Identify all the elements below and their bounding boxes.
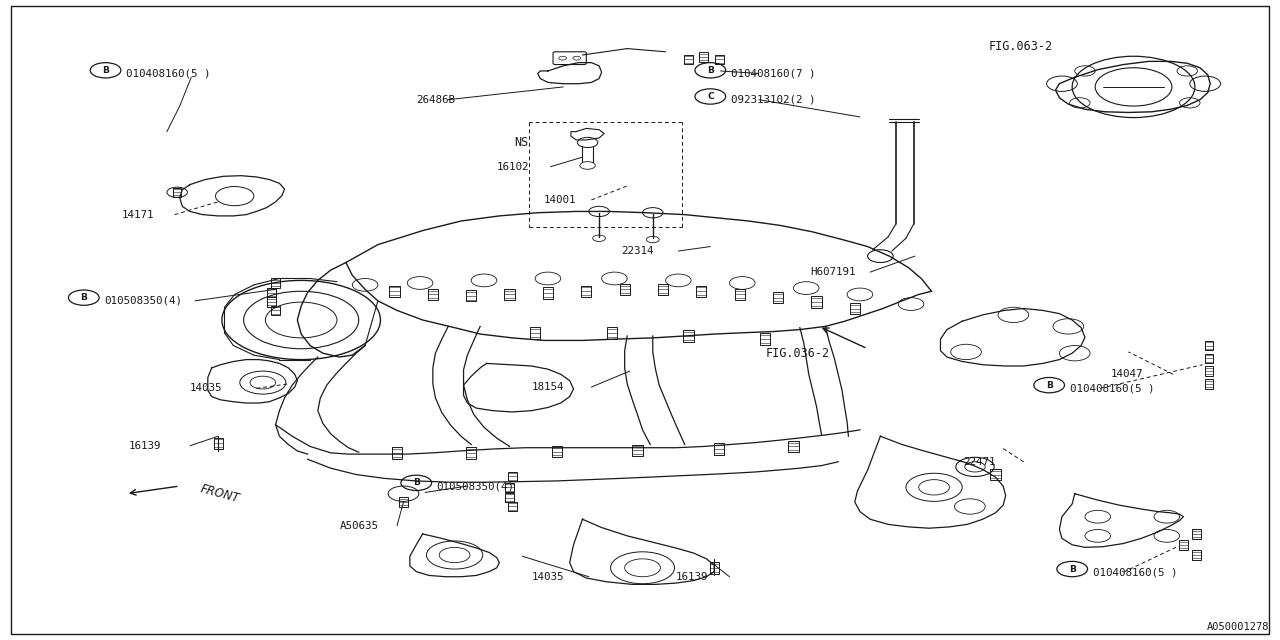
Text: 010408160(5 ): 010408160(5 ) (125, 68, 210, 79)
Bar (552, 446, 562, 458)
Bar (1179, 540, 1188, 550)
Text: 010508350(4): 010508350(4) (436, 481, 515, 491)
Bar (696, 285, 707, 297)
Text: 22471: 22471 (964, 457, 996, 467)
Text: 010408160(5 ): 010408160(5 ) (1093, 567, 1178, 577)
Bar (735, 289, 745, 300)
Bar (506, 483, 515, 492)
Bar (508, 472, 517, 481)
Bar (684, 330, 694, 342)
Bar (399, 497, 408, 507)
Text: B: B (1069, 564, 1075, 573)
Text: 14047: 14047 (1111, 369, 1143, 380)
Bar (466, 290, 476, 301)
Bar (271, 306, 280, 316)
Bar (428, 289, 438, 300)
Text: A050001278: A050001278 (1207, 621, 1268, 632)
Bar (504, 289, 515, 300)
Bar (658, 284, 668, 295)
Bar (1204, 379, 1213, 388)
Text: B: B (81, 293, 87, 302)
Text: 14001: 14001 (544, 195, 576, 205)
Bar (1204, 340, 1213, 350)
Text: H607191: H607191 (810, 267, 855, 277)
Bar (1204, 366, 1213, 376)
Text: 14171: 14171 (122, 210, 155, 220)
Text: FIG.036-2: FIG.036-2 (765, 347, 829, 360)
Bar (581, 285, 591, 297)
Text: 092313102(2 ): 092313102(2 ) (731, 95, 815, 105)
Bar (530, 327, 540, 339)
Bar (173, 188, 180, 196)
Text: 14035: 14035 (189, 383, 223, 394)
Text: 010408160(5 ): 010408160(5 ) (1070, 383, 1155, 394)
Text: B: B (1046, 381, 1052, 390)
Bar (1192, 550, 1201, 560)
Bar (543, 287, 553, 299)
Text: 22314: 22314 (621, 246, 653, 256)
Bar (620, 284, 630, 295)
Text: 010408160(7 ): 010408160(7 ) (731, 68, 815, 79)
Text: NS: NS (515, 136, 529, 149)
Text: FRONT: FRONT (198, 483, 241, 505)
Bar (506, 493, 515, 502)
Text: B: B (707, 66, 714, 75)
Text: C: C (707, 92, 714, 101)
Bar (714, 54, 723, 64)
Bar (508, 502, 517, 511)
Bar (268, 298, 276, 307)
Text: FIG.063-2: FIG.063-2 (989, 40, 1053, 53)
Bar (1192, 529, 1201, 539)
Text: 14035: 14035 (531, 572, 563, 582)
Text: 16139: 16139 (676, 572, 708, 582)
Text: B: B (102, 66, 109, 75)
Text: 26486B: 26486B (416, 95, 456, 105)
Bar (812, 296, 822, 308)
Bar (760, 333, 771, 345)
Bar (466, 447, 476, 459)
Text: B: B (413, 478, 420, 487)
Bar (214, 438, 223, 449)
Text: 16139: 16139 (128, 441, 161, 451)
Bar (850, 303, 860, 314)
Bar (392, 447, 402, 459)
Bar (271, 278, 280, 288)
Bar (632, 445, 643, 456)
Text: 010508350(4): 010508350(4) (104, 296, 182, 306)
Bar (714, 444, 724, 455)
Bar (699, 52, 708, 61)
Bar (991, 468, 1001, 480)
Bar (684, 54, 692, 64)
Bar (268, 288, 276, 298)
Bar (709, 562, 718, 573)
Text: 16102: 16102 (497, 162, 530, 172)
Text: 18154: 18154 (531, 382, 563, 392)
Bar (607, 327, 617, 339)
Text: A50635: A50635 (339, 520, 379, 531)
Bar (1204, 353, 1213, 363)
Bar (389, 285, 399, 297)
Bar (773, 292, 783, 303)
Bar (788, 441, 799, 452)
